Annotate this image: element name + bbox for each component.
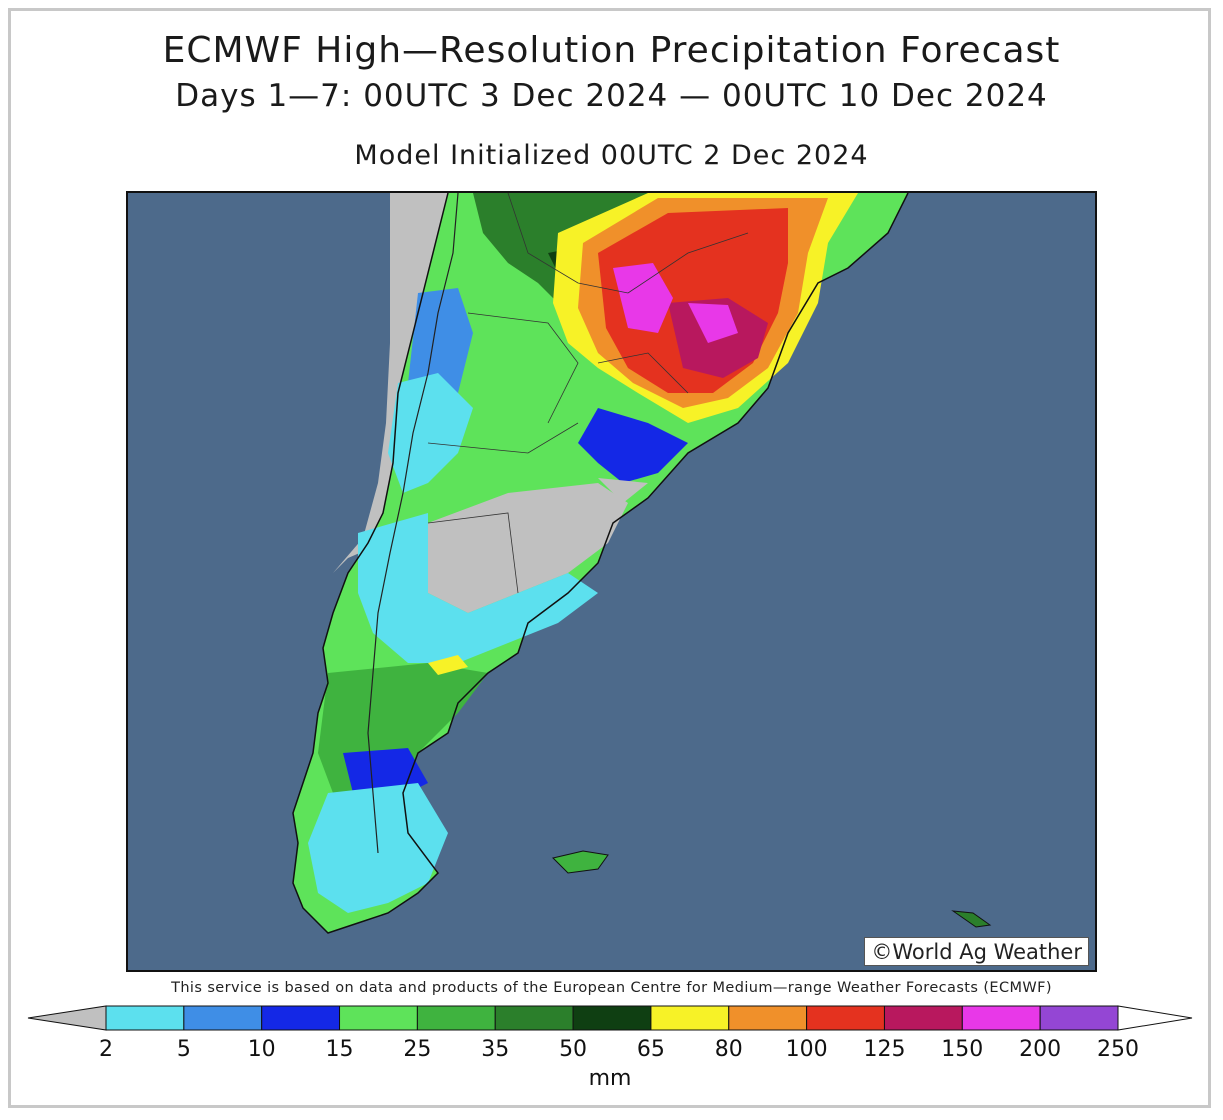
legend-tick-label: 80 [714, 1037, 743, 1062]
legend-swatch-150-200 [961, 1005, 1041, 1031]
precip-band-magenta-2 [688, 303, 738, 343]
legend-tick-label: 5 [176, 1037, 191, 1062]
falkland-islands [552, 850, 609, 874]
map-subtitle: Days 1—7: 00UTC 3 Dec 2024 — 00UTC 10 De… [175, 78, 1048, 114]
country-border-andes [367, 193, 459, 854]
precip-band-blue [578, 408, 688, 483]
legend-swatch-80-100 [728, 1005, 808, 1031]
precipitation-map: ©World Ag Weather [126, 191, 1097, 972]
precip-band-magenta [613, 263, 673, 333]
precipitation-legend: 2 5 10 15 25 35 50 65 80 100 125 150 200 250 mm [20, 1000, 1200, 1105]
map-canvas [292, 193, 992, 934]
legend-tick-label: 15 [325, 1037, 354, 1062]
legend-tick-label: 25 [403, 1037, 432, 1062]
legend-swatch-15-25 [339, 1005, 418, 1031]
legend-swatch-50-65 [572, 1005, 652, 1031]
land-dry-patagonia [413, 483, 628, 613]
legend-tick-label: 65 [636, 1037, 665, 1062]
legend-swatch-65-80 [650, 1005, 730, 1031]
model-init-text: Model Initialized 00UTC 2 Dec 2024 [354, 140, 869, 171]
legend-tick-label: 2 [99, 1037, 113, 1062]
legend-swatch-5-10 [183, 1005, 263, 1031]
coastline [292, 193, 909, 934]
legend-colorbar [27, 1005, 1193, 1031]
precip-band-cyan [388, 373, 473, 493]
legend-swatch-10-15 [261, 1005, 341, 1031]
map-title: ECMWF High—Resolution Precipitation Fore… [162, 30, 1061, 71]
precip-band-yellow-south [428, 655, 468, 675]
legend-swatch-2-5 [105, 1005, 185, 1031]
precip-band-cyan-2 [358, 513, 598, 663]
legend-tick-label: 10 [247, 1037, 276, 1062]
legend-tick-label: 100 [785, 1037, 828, 1062]
legend-swatch-100-125 [806, 1005, 885, 1031]
legend-tick-label: 250 [1097, 1037, 1139, 1062]
legend-swatch-below-2 [27, 1005, 107, 1031]
legend-swatch-200-250 [1039, 1005, 1119, 1031]
legend-tick-label: 50 [559, 1037, 588, 1062]
legend-unit: mm [588, 1066, 632, 1091]
copyright-label: ©World Ag Weather [864, 937, 1089, 966]
legend-tick-label: 125 [863, 1037, 906, 1062]
legend-tick-label: 35 [481, 1037, 510, 1062]
legend-tick-label: 200 [1019, 1037, 1062, 1062]
legend-swatch-35-50 [494, 1005, 574, 1031]
legend-swatch-25-35 [416, 1005, 496, 1031]
south-georgia-island [951, 910, 992, 928]
land-dry-coast [598, 478, 648, 503]
legend-tick-label: 150 [941, 1037, 984, 1062]
legend-swatch-above-250 [1117, 1005, 1193, 1031]
ecmwf-disclaimer: This service is based on data and produc… [171, 980, 1052, 996]
legend-swatch-125-150 [883, 1005, 963, 1031]
province-borders [427, 193, 749, 594]
